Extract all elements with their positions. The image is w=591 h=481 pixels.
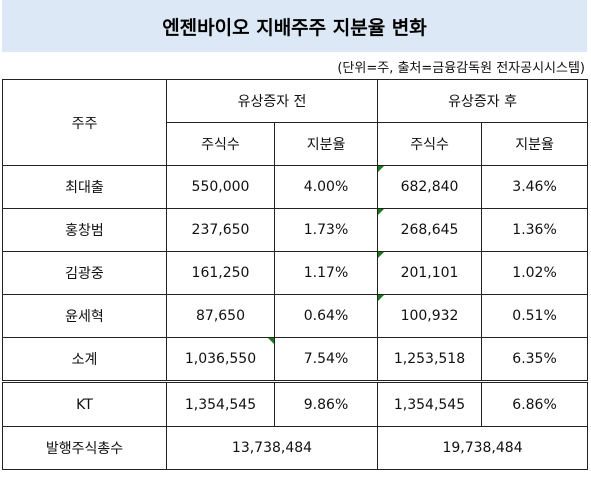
header-row-2: 주식수 지분율 주식수 지분율	[3, 122, 589, 166]
cell-before-ratio[interactable]: 1.73%	[273, 208, 379, 252]
cell-after-shares-text: 100,932	[400, 308, 459, 324]
table-row: 최대출 550,000 4.00% 682,840 3.46%	[2, 165, 589, 209]
cell-after-shares[interactable]: 100,932	[377, 294, 483, 338]
cell-name[interactable]: 최대출	[2, 165, 167, 209]
error-marker-icon	[378, 166, 385, 172]
error-marker-icon	[378, 295, 385, 301]
table-title-text: 엔젠바이오 지배주주 지분율 변화	[162, 16, 427, 39]
cell-total-before[interactable]: 13,738,484	[165, 426, 379, 470]
cell-after-ratio[interactable]: 3.46%	[481, 165, 589, 209]
cell-before-shares[interactable]: 161,250	[166, 251, 275, 295]
table-title: 엔젠바이오 지배주주 지분율 변화	[2, 0, 587, 52]
cell-after-shares[interactable]: 1,354,545	[377, 380, 483, 427]
cell-after-shares[interactable]: 201,101	[377, 251, 483, 295]
cell-after-ratio[interactable]: 1.36%	[481, 208, 589, 252]
shareholder-table: 주주 유상증자 전 유상증자 후 주식수 지분율 주식수 지분율 최대출 550…	[2, 79, 589, 470]
cell-before-ratio[interactable]: 1.17%	[273, 251, 379, 295]
header-before-shares[interactable]: 주식수	[166, 122, 275, 166]
cell-total-label[interactable]: 발행주식총수	[2, 426, 167, 470]
cell-after-shares[interactable]: 1,253,518	[377, 337, 483, 382]
cell-before-ratio[interactable]: 7.54%	[273, 337, 379, 382]
cell-name[interactable]: 윤세혁	[2, 294, 167, 338]
cell-after-ratio[interactable]: 0.51%	[481, 294, 589, 338]
table-row-total: 발행주식총수 13,738,484 19,738,484	[2, 426, 589, 470]
table-row: 김광중 161,250 1.17% 201,101 1.02%	[2, 251, 589, 295]
cell-before-shares[interactable]: 550,000	[166, 165, 275, 209]
cell-after-shares-text: 682,840	[400, 179, 459, 195]
cell-before-ratio[interactable]: 0.64%	[273, 294, 379, 338]
error-marker-icon	[378, 209, 385, 215]
unit-note: (단위=주, 출처=금융감독원 전자공시시스템)	[337, 61, 585, 76]
cell-after-shares-text: 268,645	[400, 222, 459, 238]
header-row-1: 주주 유상증자 전 유상증자 후	[2, 79, 589, 166]
header-before[interactable]: 유상증자 전	[165, 79, 379, 123]
cell-before-ratio[interactable]: 9.86%	[273, 380, 379, 427]
header-after-shares[interactable]: 주식수	[377, 122, 483, 166]
cell-before-shares[interactable]: 87,650	[166, 294, 275, 338]
header-before-ratio[interactable]: 지분율	[273, 122, 379, 166]
cell-name[interactable]: 김광중	[2, 251, 167, 295]
cell-after-shares[interactable]: 682,840	[377, 165, 483, 209]
cell-after-ratio[interactable]: 1.02%	[481, 251, 589, 295]
error-marker-icon	[378, 252, 385, 258]
header-after[interactable]: 유상증자 후	[377, 79, 589, 123]
header-after-ratio[interactable]: 지분율	[481, 122, 589, 166]
cell-after-shares-text: 201,101	[400, 265, 459, 281]
cell-total-after[interactable]: 19,738,484	[377, 426, 589, 470]
table-row: 윤세혁 87,650 0.64% 100,932 0.51%	[2, 294, 589, 338]
cell-before-shares-text: 1,036,550	[184, 351, 257, 367]
header-holder[interactable]: 주주	[2, 79, 167, 166]
cell-after-shares[interactable]: 268,645	[377, 208, 483, 252]
cell-after-ratio[interactable]: 6.86%	[481, 380, 589, 427]
table-row-kt: KT 1,354,545 9.86% 1,354,545 6.86%	[2, 380, 589, 427]
cell-after-ratio[interactable]: 6.35%	[481, 337, 589, 382]
cell-name[interactable]: 홍창범	[2, 208, 167, 252]
cell-name[interactable]: KT	[2, 380, 167, 427]
cell-before-shares[interactable]: 1,354,545	[166, 380, 275, 427]
table-row-subtotal: 소계 1,036,550 7.54% 1,253,518 6.35%	[2, 337, 589, 382]
error-marker-icon	[268, 338, 274, 344]
table-row: 홍창범 237,650 1.73% 268,645 1.36%	[2, 208, 589, 252]
cell-before-ratio[interactable]: 4.00%	[273, 165, 379, 209]
cell-name[interactable]: 소계	[2, 337, 167, 382]
cell-before-shares[interactable]: 237,650	[166, 208, 275, 252]
cell-before-shares[interactable]: 1,036,550	[166, 337, 275, 382]
